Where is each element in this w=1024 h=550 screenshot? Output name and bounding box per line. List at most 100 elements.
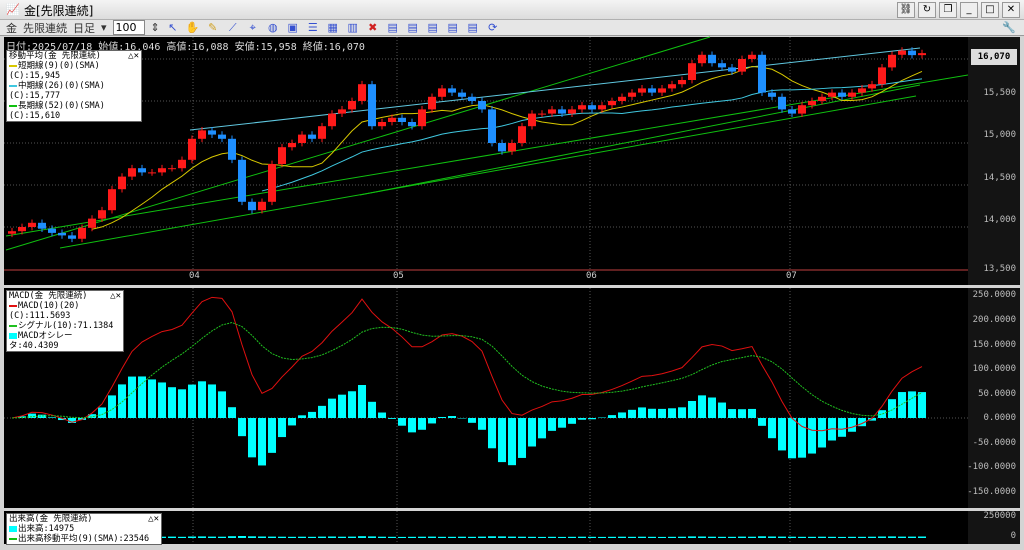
candle: [28, 222, 36, 227]
oscillator-bar: [288, 418, 296, 426]
window-icon[interactable]: ▣: [287, 21, 298, 34]
candle: [418, 109, 426, 127]
oscillator-bar: [128, 376, 136, 418]
contract-select[interactable]: 先限連続: [23, 21, 67, 35]
volume-bar: [328, 536, 336, 538]
candle: [228, 138, 236, 160]
volume-bar: [398, 536, 406, 538]
oscillator-bar: [488, 418, 496, 449]
line-draw-icon[interactable]: ⟋: [228, 20, 237, 34]
legend-close-icon[interactable]: △✕: [148, 514, 159, 524]
volume-bar: [458, 536, 466, 538]
hand-icon[interactable]: ✋: [185, 21, 200, 34]
minimize-button[interactable]: _: [960, 2, 978, 18]
remove-chart-icon[interactable]: ✖: [368, 21, 378, 34]
globe-icon[interactable]: ◍: [267, 21, 278, 34]
oscillator-bar: [648, 408, 656, 418]
macd-axis: 250.0000 200.0000 150.0000 100.0000 50.0…: [967, 288, 1020, 508]
link-icon[interactable]: ⛓: [897, 2, 915, 18]
volume-legend[interactable]: 出来高(金 先限連続) △✕ 出来高:14975 出来高移動平均(9)(SMA)…: [6, 513, 162, 545]
chart1-icon[interactable]: ▤: [387, 21, 398, 34]
settings-key-icon[interactable]: 🔧: [1002, 21, 1016, 34]
grid-icon[interactable]: ▦: [327, 21, 338, 34]
legend-item: 長期線(52)(0)(SMA)(C):15,610: [9, 101, 105, 121]
candle: [708, 54, 716, 64]
oscillator-bar: [428, 418, 436, 424]
candle: [428, 96, 436, 110]
oscillator-bar: [158, 382, 166, 418]
oscillator-bar: [778, 418, 786, 451]
legend-item: 出来高移動平均(9)(SMA):23546: [18, 534, 150, 544]
candle: [338, 109, 346, 114]
chart4-icon[interactable]: ▤: [447, 21, 458, 34]
candle: [518, 126, 526, 143]
bar-chart-icon[interactable]: ▥: [347, 21, 358, 34]
macd-plot: [4, 288, 968, 508]
volume-bar: [248, 536, 256, 538]
volume-bar: [838, 536, 846, 538]
chart2-icon[interactable]: ▤: [407, 21, 418, 34]
oscillator-bar: [848, 418, 856, 432]
volume-bar: [488, 536, 496, 538]
copy-icon[interactable]: ❐: [939, 2, 957, 18]
period-select[interactable]: 日足: [73, 21, 95, 35]
trend-line: [189, 47, 921, 131]
candle: [648, 88, 656, 93]
candle: [308, 134, 316, 139]
volume-bar: [608, 536, 616, 538]
volume-bar: [168, 536, 176, 538]
pencil-icon[interactable]: ✎: [208, 21, 218, 34]
ma-legend[interactable]: 移動平均(金 先限連続) △✕ 短期線(9)(0)(SMA)(C):15,945…: [6, 50, 142, 122]
volume-bar: [848, 536, 856, 538]
spinner-icon[interactable]: ⇕: [150, 21, 160, 34]
last-price-label: 16,070: [971, 49, 1017, 65]
legend-close-icon[interactable]: △✕: [128, 51, 139, 61]
chart3-icon[interactable]: ▤: [427, 21, 438, 34]
chart5-icon[interactable]: ▤: [467, 21, 478, 34]
oscillator-bar: [388, 418, 396, 419]
ma-short-line: [91, 65, 923, 230]
candle: [618, 96, 626, 101]
crosshair-icon[interactable]: ⌖: [249, 20, 256, 34]
volume-bar: [498, 536, 506, 538]
volume-bar: [538, 536, 546, 538]
cursor-icon[interactable]: ↖: [168, 21, 178, 34]
legend-item: MACDオシレータ:40.4309: [9, 331, 73, 351]
volume-bar: [448, 536, 456, 538]
macd-legend[interactable]: MACD(金 先限連続) △✕ MACD(10)(20)(C):111.5693…: [6, 290, 124, 352]
legend-item: 中期線(26)(0)(SMA)(C):15,777: [9, 81, 105, 101]
refresh-icon[interactable]: ↻: [918, 2, 936, 18]
candle: [448, 88, 456, 93]
candle: [908, 50, 916, 56]
tick: 15,500: [983, 88, 1016, 98]
instrument-select[interactable]: 金: [6, 21, 17, 35]
reload-icon[interactable]: ⟳: [488, 21, 498, 34]
list-icon[interactable]: ☰: [307, 21, 318, 34]
tick: -50.0000: [972, 438, 1016, 448]
price-plot: [4, 36, 968, 271]
close-button[interactable]: ✕: [1002, 2, 1020, 18]
oscillator-bar: [78, 418, 86, 420]
candle: [358, 84, 366, 101]
candle: [98, 210, 106, 219]
count-input[interactable]: 100: [112, 20, 145, 35]
volume-axis: 250000 0: [968, 511, 1020, 544]
volume-chart[interactable]: [4, 511, 968, 544]
tick: -100.0000: [967, 462, 1016, 472]
chevron-down-icon[interactable]: ▾: [101, 21, 107, 34]
legend-close-icon[interactable]: △✕: [110, 291, 121, 301]
legend-item: MACD(10)(20)(C):111.5693: [9, 301, 80, 321]
oscillator-bar: [378, 412, 386, 418]
volume-bar: [468, 536, 476, 538]
volume-bar: [358, 536, 366, 538]
oscillator-bar: [98, 407, 106, 418]
oscillator-bar: [358, 385, 366, 418]
candle: [728, 67, 736, 72]
candle: [78, 227, 86, 239]
tick: 150.0000: [972, 340, 1016, 350]
volume-bar: [508, 536, 516, 538]
volume-bar: [368, 536, 376, 538]
maximize-button[interactable]: □: [981, 2, 999, 18]
price-chart[interactable]: [4, 37, 968, 285]
candle: [128, 168, 136, 177]
